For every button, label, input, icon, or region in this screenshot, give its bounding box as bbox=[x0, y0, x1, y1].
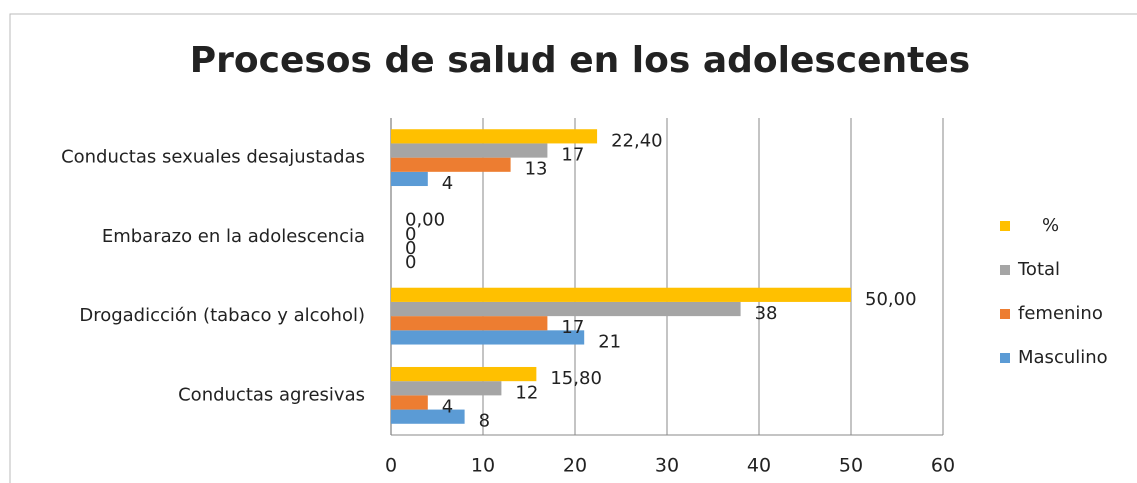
data-label: 15,80 bbox=[550, 368, 602, 389]
x-tick-label: 60 bbox=[931, 455, 955, 477]
data-label: 50,00 bbox=[865, 289, 917, 310]
data-label: 17 bbox=[561, 145, 584, 166]
data-label: 8 bbox=[479, 411, 490, 432]
data-label: 0 bbox=[405, 224, 416, 245]
x-tick-label: 20 bbox=[563, 455, 587, 477]
x-tick-label: 30 bbox=[655, 455, 679, 477]
data-label: 4 bbox=[442, 173, 453, 194]
data-label: 17 bbox=[561, 317, 584, 338]
y-tick-label: Conductas sexuales desajustadas bbox=[61, 147, 365, 168]
data-label: 0 bbox=[405, 238, 416, 259]
bar bbox=[391, 157, 511, 172]
legend-swatch bbox=[1000, 265, 1010, 275]
data-label: 22,40 bbox=[611, 130, 663, 151]
data-label: 0 bbox=[405, 252, 416, 273]
x-tick-label: 40 bbox=[747, 455, 771, 477]
legend-swatch bbox=[1000, 353, 1010, 363]
y-tick-label: Drogadicción (tabaco y alcohol) bbox=[79, 305, 365, 326]
bar bbox=[391, 366, 537, 382]
bar bbox=[391, 409, 465, 424]
data-label: 0,00 bbox=[405, 210, 445, 231]
bar bbox=[391, 171, 428, 187]
bar bbox=[391, 301, 741, 317]
bar bbox=[391, 143, 548, 158]
data-label: 38 bbox=[755, 303, 778, 324]
data-label: 4 bbox=[442, 396, 453, 417]
legend-label: femenino bbox=[1018, 303, 1103, 324]
legend-label: Masculino bbox=[1018, 347, 1108, 368]
y-tick-label: Conductas agresivas bbox=[178, 384, 365, 405]
data-label: 13 bbox=[525, 159, 548, 180]
chart-frame bbox=[9, 13, 1137, 483]
bar bbox=[391, 381, 502, 396]
x-tick-label: 50 bbox=[839, 455, 863, 477]
legend-label: Total bbox=[1017, 259, 1060, 280]
bar bbox=[391, 287, 851, 302]
bar bbox=[391, 316, 548, 331]
legend-swatch bbox=[1000, 221, 1010, 231]
legend-swatch bbox=[1000, 309, 1010, 319]
legend-label: % bbox=[1042, 215, 1059, 236]
bar bbox=[391, 395, 428, 410]
bar bbox=[391, 330, 585, 345]
data-label: 21 bbox=[598, 331, 621, 352]
x-tick-label: 10 bbox=[471, 455, 495, 477]
x-tick-label: 0 bbox=[385, 455, 397, 477]
bar bbox=[391, 129, 598, 144]
y-tick-label: Embarazo en la adolescencia bbox=[102, 226, 365, 247]
chart-title: Procesos de salud en los adolescentes bbox=[190, 40, 971, 81]
data-label: 12 bbox=[515, 382, 538, 403]
